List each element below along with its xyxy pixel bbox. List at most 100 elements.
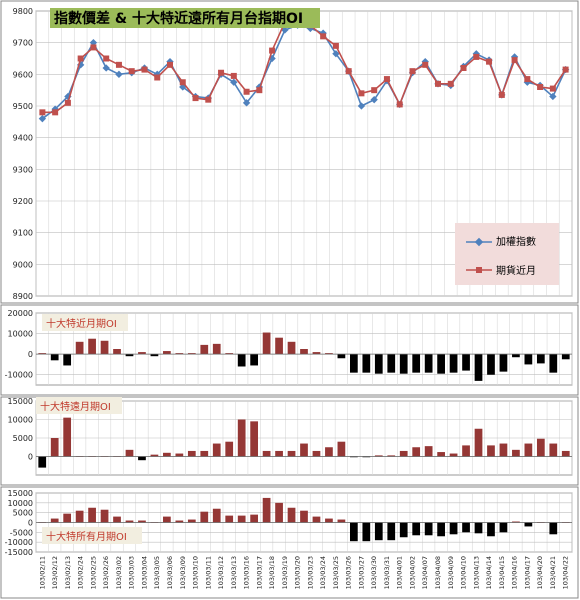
main-y-tick-label: 9800 [13,7,33,16]
far-bar [449,453,458,457]
legend-box [455,223,559,285]
main-y-tick-label: 9300 [13,165,33,174]
near-bar [437,354,445,374]
x-tick-label: 103/04/07 [421,556,429,589]
x-tick-label: 103/02/13 [64,556,72,589]
far-bar [125,449,134,457]
near-bar [100,340,109,355]
future-point [562,66,569,73]
far-title-bg [36,397,122,414]
x-tick-label: 103/03/17 [255,556,263,589]
far-bar [325,447,333,457]
near-bar [88,338,96,355]
all-bar [374,522,383,541]
future-point [90,44,97,51]
x-tick-label: 103/04/16 [511,556,519,589]
far-bar [225,441,234,457]
all-bar [163,516,171,523]
far-bar [138,456,146,461]
future-point [218,69,225,76]
near-bar [38,353,47,355]
x-tick-label: 103/04/10 [460,556,468,589]
all-bar [437,522,445,537]
all-bar [75,510,84,523]
near-bar [187,353,196,355]
x-tick-label: 103/02/24 [77,556,85,589]
x-tick-label: 103/03/06 [166,556,174,589]
x-tick-label: 103/04/15 [498,556,506,589]
main-y-tick-label: 9700 [13,39,33,48]
future-point [396,101,403,108]
all-bar [449,522,458,535]
x-tick-label: 103/03/12 [217,556,225,589]
future-point [230,72,237,79]
far-bar [63,417,72,457]
near-bar [275,337,283,355]
index-point [102,64,110,72]
future-point [345,68,352,75]
x-axis-labels: 103/02/11 103/02/12 103/02/13 103/02/24 103/… [38,556,569,589]
far-y-tick-label: 10000 [8,416,33,425]
near-bar [561,354,570,360]
x-tick-label: 103/03/25 [332,556,340,589]
future-point [141,66,148,73]
far-bar [487,445,495,457]
near-bar [412,354,421,373]
all-bar [474,522,483,534]
far-bar [561,450,570,457]
near-bar [374,354,383,374]
near-bar [237,354,246,367]
near-bar [300,349,308,355]
far-bar [337,441,346,457]
future-point [167,61,173,68]
future-point [154,74,161,81]
near-y-tick-label: -10000 [5,371,33,380]
future-point [435,80,441,87]
all-y-tick-label: -10000 [5,538,33,547]
far-bar [312,450,321,457]
future-point [486,58,493,65]
x-tick-label: 103/03/24 [319,556,327,589]
future-point [549,85,556,92]
future-point [256,87,263,94]
all-y-tick-label: 0 [28,519,33,528]
main-y-tick-label: 9400 [13,134,33,143]
future-point [115,61,122,68]
x-tick-label: 103/04/09 [447,556,455,589]
index-point [332,50,340,58]
near-bar [462,354,470,371]
far-bar [474,428,483,457]
near-bar [287,341,296,355]
x-tick-label: 103/04/01 [396,556,404,589]
near-title: 十大特近月期OI [46,317,117,330]
all-bar [237,515,246,523]
x-tick-label: 103/03/31 [383,556,391,589]
near-bar [337,354,346,359]
far-bar [412,447,421,457]
all-bar [462,522,470,533]
all-y-tick-label: 15000 [8,489,33,498]
far-bar [399,450,408,457]
x-tick-label: 103/03/30 [370,556,378,589]
future-point [473,53,480,60]
far-month-oi-chart: 0 5000 10000 15000 [8,397,573,476]
all-bar [212,508,221,523]
all-bar [250,514,259,523]
all-bar [499,522,508,533]
all-bar [549,522,558,535]
main-y-tick-label: 9500 [13,102,33,111]
near-bar [262,332,271,355]
far-y-tick-label: 5000 [13,434,33,443]
near-bar [387,354,396,373]
all-y-tick-label: 10000 [8,499,33,508]
x-tick-label: 103/03/03 [128,556,136,589]
all-bar [312,516,321,523]
x-tick-label: 103/03/09 [179,556,187,589]
legend-index-label: 加權指數 [496,235,536,248]
x-tick-label: 103/03/18 [268,556,276,589]
future-point [39,109,46,116]
chart-title-background [50,8,320,28]
near-bar [474,354,483,381]
future-point [447,80,454,87]
